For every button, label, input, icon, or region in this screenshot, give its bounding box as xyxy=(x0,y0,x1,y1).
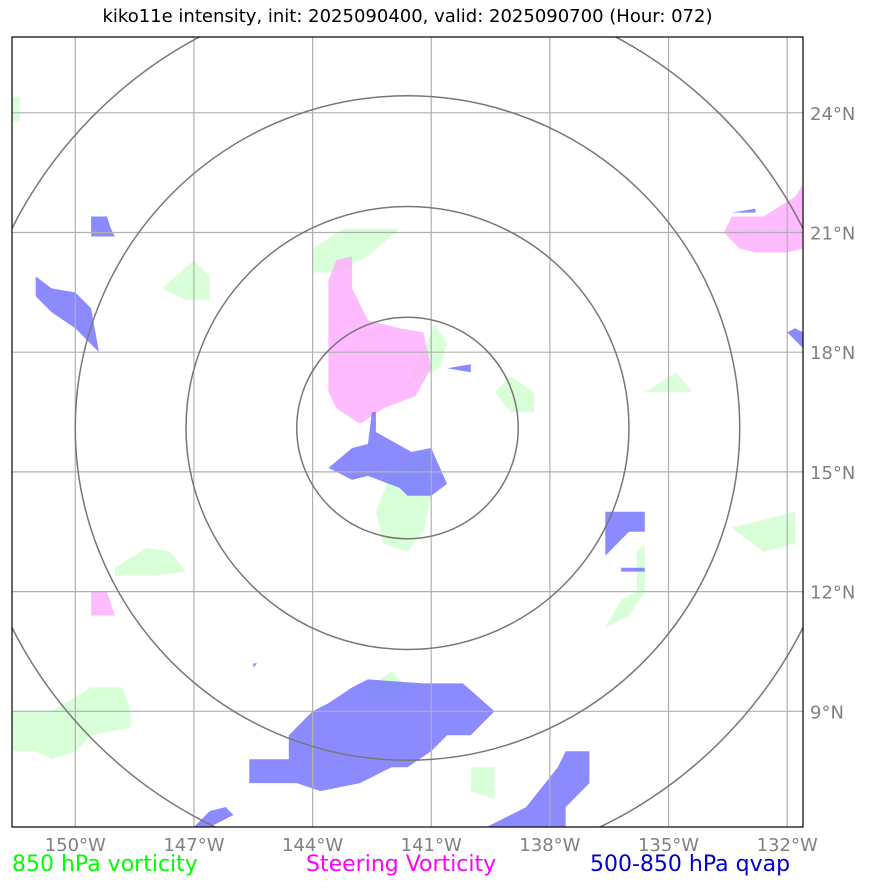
field-polygon xyxy=(249,679,495,792)
field-polygon xyxy=(605,543,645,628)
lat-tick-label: 9°N xyxy=(810,702,844,723)
field-polygon xyxy=(91,591,115,616)
chart-title: kiko11e intensity, init: 2025090400, val… xyxy=(102,6,713,27)
tick-labels: 150°W 147°W 144°W 141°W 138°W 135°W 132°W 9°N 12… xyxy=(45,104,856,856)
field-polygon xyxy=(312,228,400,273)
field-polygon xyxy=(621,567,645,572)
lon-tick-label: 141°W xyxy=(401,835,462,856)
field-polygon xyxy=(494,376,535,413)
legend-850-vorticity: 850 hPa vorticity xyxy=(12,852,198,877)
range-rings xyxy=(12,37,803,827)
field-polygon xyxy=(605,511,645,556)
field-polygon xyxy=(328,412,448,496)
field-polygon xyxy=(35,276,99,353)
lat-tick-label: 18°N xyxy=(810,343,855,364)
legend-qvap: 500-850 hPa qvap xyxy=(590,852,791,877)
plot-frame xyxy=(11,36,804,828)
lat-tick-label: 21°N xyxy=(810,224,855,245)
gridlines xyxy=(12,37,803,827)
range-ring xyxy=(296,316,519,540)
field-polygon xyxy=(470,767,495,800)
lat-tick-label: 12°N xyxy=(810,583,855,604)
field-polygon xyxy=(114,547,186,576)
field-polygon xyxy=(162,260,210,301)
lon-tick-label: 144°W xyxy=(282,835,343,856)
field-polygon xyxy=(12,96,20,121)
layer-1 xyxy=(91,184,803,616)
lat-tick-label: 15°N xyxy=(810,463,855,484)
lat-tick-label: 24°N xyxy=(810,104,855,125)
legend-steering-vorticity: Steering Vorticity xyxy=(306,852,497,877)
field-polygon xyxy=(91,216,115,237)
field-polygon xyxy=(12,687,131,760)
range-ring xyxy=(185,205,630,651)
range-ring xyxy=(74,95,741,761)
lon-tick-label: 132°W xyxy=(757,835,818,856)
lon-tick-label: 138°W xyxy=(519,835,580,856)
field-polygon xyxy=(328,256,432,424)
field-polygon xyxy=(731,511,796,552)
field-polygon xyxy=(731,208,756,213)
lon-tick-label: 135°W xyxy=(638,835,699,856)
field-polygon xyxy=(253,663,258,668)
lon-tick-label: 150°W xyxy=(45,835,106,856)
field-polygon xyxy=(723,184,803,253)
field-polygon xyxy=(486,751,590,827)
lon-tick-label: 147°W xyxy=(163,835,224,856)
field-polygon xyxy=(787,328,803,349)
field-polygon xyxy=(447,364,471,373)
